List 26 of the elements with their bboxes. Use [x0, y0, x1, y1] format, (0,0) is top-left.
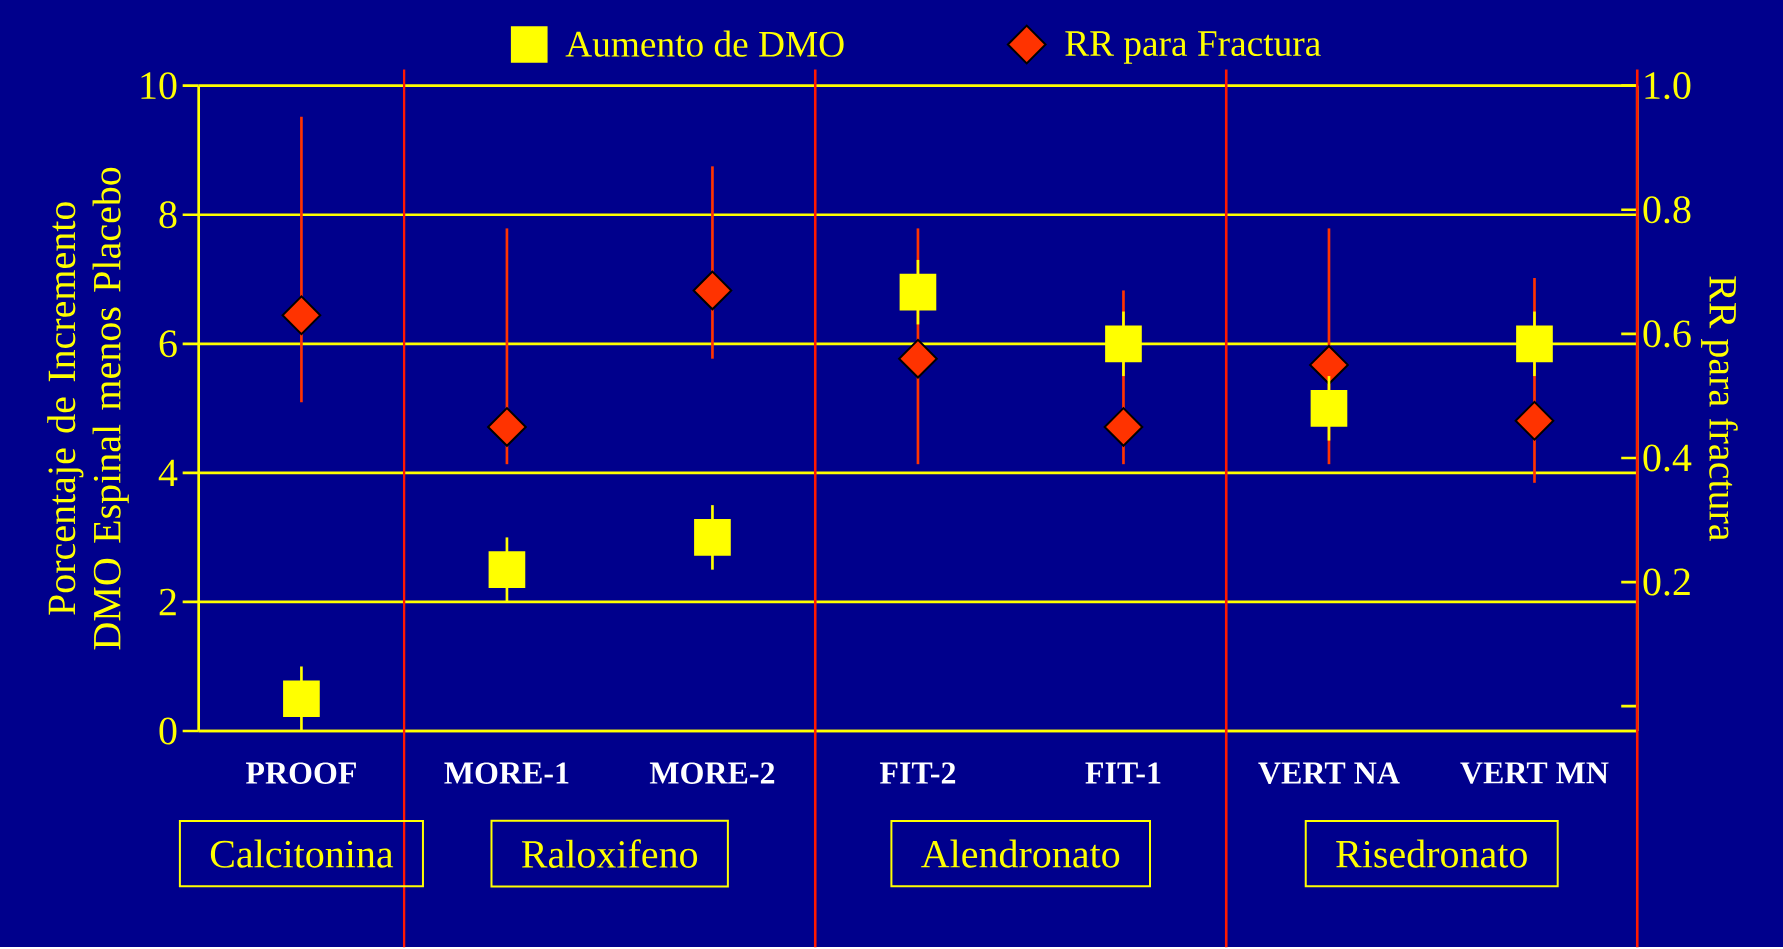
- x-tick-label: VERT MN: [1460, 762, 1609, 785]
- y-tick-label: 2: [159, 588, 176, 616]
- x-tick-label: VERT NA: [1258, 762, 1400, 785]
- y-tick-label: 10: [141, 72, 177, 100]
- y-tick-label: 0: [159, 717, 177, 745]
- y-tick-label: 6: [159, 330, 177, 358]
- x-tick-label: PROOF: [245, 762, 356, 785]
- text: Calcitonina: [210, 839, 394, 868]
- x-tick-label: MORE-1: [444, 762, 569, 785]
- legend-label: RR para Fractura: [1065, 31, 1321, 64]
- y2-tick-label: 0.8: [1643, 196, 1691, 224]
- x-tick-label: MORE-2: [649, 762, 775, 785]
- text: Alendronato: [921, 839, 1120, 868]
- y-tick-label: 4: [158, 459, 178, 487]
- text: Risedronato: [1336, 839, 1527, 868]
- y2-tick-label: 0.2: [1643, 568, 1690, 596]
- legend-label: Aumento de DMO: [565, 30, 844, 58]
- x-tick-label: FIT-2: [879, 762, 956, 784]
- y2-tick-label: 1.0: [1645, 72, 1691, 100]
- y-tick-label: 8: [159, 201, 177, 229]
- text: Raloxifeno: [521, 839, 698, 869]
- y2-tick-label: 0.4: [1643, 444, 1692, 472]
- y-axis-title: Porcentaje de Incremento DMO Espinal menos Placebo: [47, 167, 129, 650]
- y2-axis-title: RR para fractura: [1701, 276, 1738, 542]
- y2-tick-label: 0.6: [1643, 320, 1691, 348]
- x-tick-label: FIT-1: [1085, 762, 1161, 784]
